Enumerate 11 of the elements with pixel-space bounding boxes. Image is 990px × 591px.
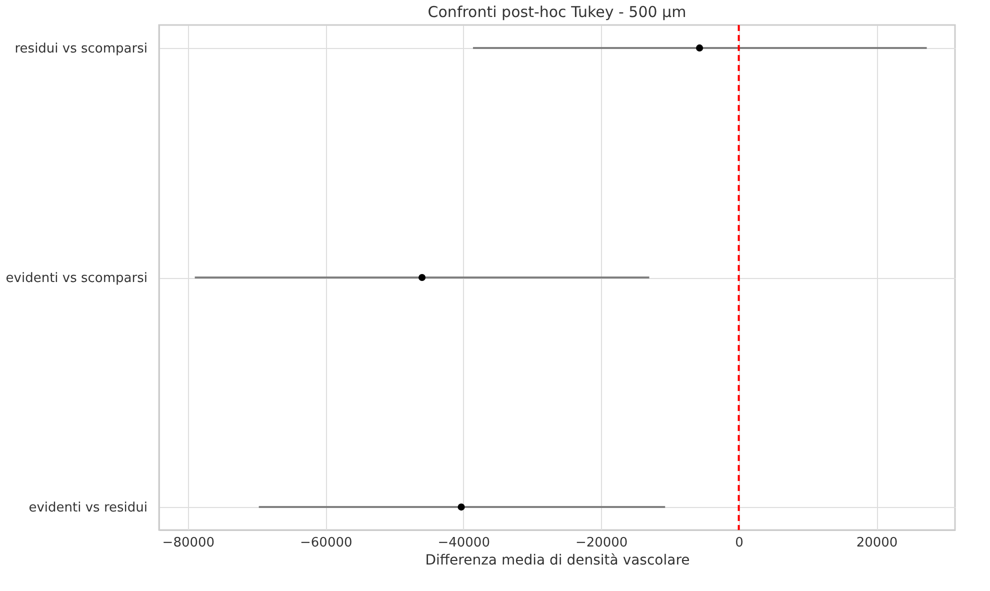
y-tick-label: evidenti vs scomparsi — [6, 271, 148, 286]
x-axis-title: Differenza media di densità vascolare — [425, 552, 690, 568]
y-tick-label: evidenti vs residui — [28, 500, 148, 516]
x-tick-label: 0 — [735, 536, 744, 550]
x-tick-label: −60000 — [300, 536, 352, 550]
x-tick-label: 20000 — [856, 536, 898, 550]
x-tick-label: −20000 — [575, 536, 628, 550]
x-tick-label: −80000 — [162, 536, 215, 550]
y-tick-label: residui vs scomparsi — [14, 41, 148, 56]
chart-title: Confronti post-hoc Tukey - 500 µm — [428, 3, 686, 21]
x-tick-label: −40000 — [438, 536, 490, 550]
